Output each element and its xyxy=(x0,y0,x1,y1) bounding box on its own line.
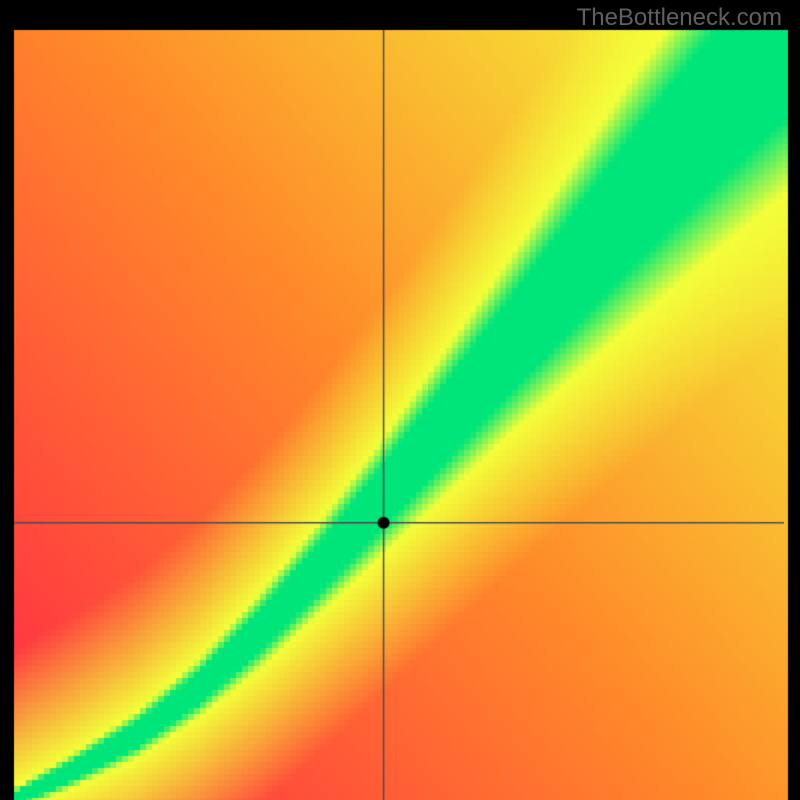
chart-container: TheBottleneck.com xyxy=(0,0,800,800)
heatmap-canvas xyxy=(0,0,800,800)
watermark-text: TheBottleneck.com xyxy=(577,4,782,32)
